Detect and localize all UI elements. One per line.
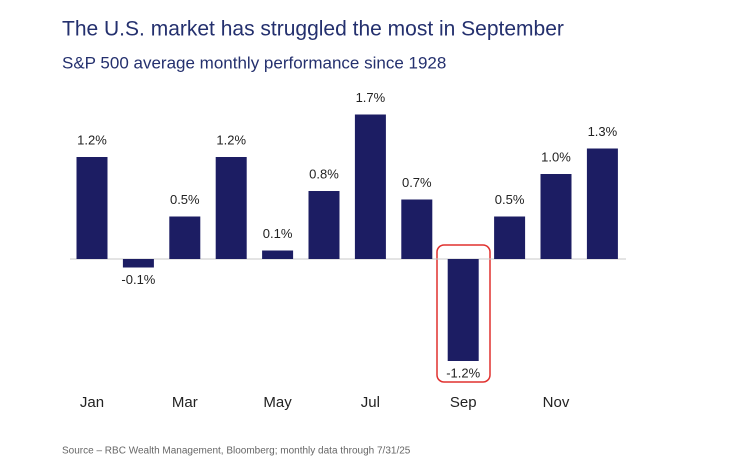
chart-title: The U.S. market has struggled the most i… bbox=[62, 18, 564, 41]
value-label: 1.2% bbox=[77, 132, 107, 147]
bar bbox=[354, 114, 386, 259]
value-label: 0.7% bbox=[402, 175, 432, 190]
bar bbox=[586, 148, 618, 259]
bar bbox=[308, 191, 340, 259]
value-label: -0.1% bbox=[121, 272, 155, 287]
bar bbox=[540, 174, 572, 259]
value-label: 1.3% bbox=[588, 124, 618, 139]
value-label: 1.7% bbox=[356, 90, 386, 105]
value-label: 0.5% bbox=[495, 192, 525, 207]
value-label: 0.1% bbox=[263, 226, 293, 241]
value-label: 1.2% bbox=[216, 132, 246, 147]
value-label: 1.0% bbox=[541, 149, 571, 164]
x-tick-label: Jul bbox=[361, 394, 380, 411]
bar bbox=[215, 157, 247, 259]
value-label: -1.2% bbox=[446, 365, 480, 380]
value-label: 0.8% bbox=[309, 166, 339, 181]
x-tick-label: Mar bbox=[172, 394, 198, 411]
bar bbox=[169, 216, 201, 259]
bar bbox=[76, 157, 108, 259]
bar bbox=[447, 259, 479, 361]
x-tick-label: Sep bbox=[450, 394, 477, 411]
chart-subtitle: S&P 500 average monthly performance sinc… bbox=[62, 53, 446, 72]
value-label: 0.5% bbox=[170, 192, 200, 207]
bar bbox=[122, 259, 154, 268]
x-tick-label: Nov bbox=[543, 394, 570, 411]
x-tick-label: Jan bbox=[80, 394, 104, 411]
bar bbox=[401, 199, 433, 259]
bar bbox=[262, 250, 294, 259]
highlight-box bbox=[436, 244, 491, 383]
bar bbox=[494, 216, 526, 259]
source-note: Source – RBC Wealth Management, Bloomber… bbox=[62, 446, 411, 457]
x-tick-label: May bbox=[263, 394, 292, 411]
